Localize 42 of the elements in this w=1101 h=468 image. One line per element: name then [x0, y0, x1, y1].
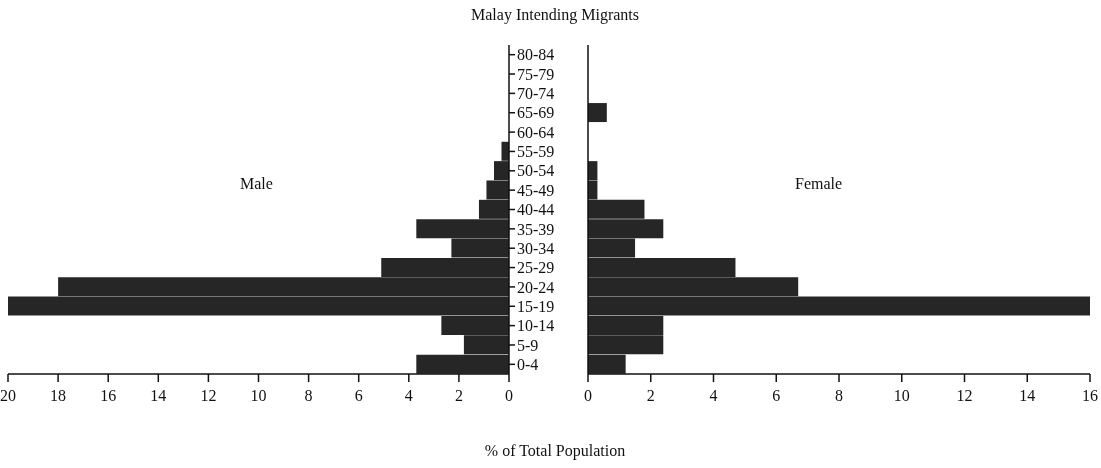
x-tick-label: 6	[772, 387, 781, 405]
x-tick-label: 4	[709, 387, 718, 405]
x-tick-label: 2	[454, 387, 463, 405]
text: Malay Intending Migrants	[470, 6, 640, 24]
text: Male	[240, 175, 273, 193]
y-tick-label: 60-64	[517, 123, 555, 141]
y-tick-label: 65-69	[517, 104, 555, 122]
y-tick-label: 70-74	[517, 85, 555, 103]
x-tick-label: 10	[893, 387, 910, 405]
y-tick-label: 45-49	[517, 181, 555, 199]
x-tick-label: 18	[50, 387, 67, 405]
y-tick-label: 5-9	[517, 336, 539, 354]
x-tick-label: 10	[250, 387, 267, 405]
x-axis-title: % of Total Population	[483, 442, 627, 460]
x-tick-label: 8	[835, 387, 843, 405]
x-tick-label: 6	[354, 387, 363, 405]
y-tick-label: 10-14	[517, 317, 555, 335]
x-tick-label: 12	[956, 387, 973, 405]
x-tick-label: 16	[1082, 387, 1098, 405]
x-tick-label: 14	[1019, 387, 1036, 405]
y-tick-label: 80-84	[517, 46, 555, 64]
y-tick-label: 35-39	[517, 220, 555, 238]
x-tick-label: 0	[584, 387, 592, 405]
y-tick-label: 40-44	[517, 201, 555, 219]
x-tick-label: 14	[150, 387, 167, 405]
x-tick-label: 4	[404, 387, 413, 405]
y-tick-label: 30-34	[517, 239, 555, 257]
x-tick-label: 12	[200, 387, 217, 405]
y-tick-label: 20-24	[517, 278, 555, 296]
text: Female	[795, 175, 843, 193]
y-tick-label: 50-54	[517, 162, 555, 180]
x-tick-label: 0	[505, 387, 513, 405]
y-tick-label: 0-4	[517, 356, 539, 373]
x-tick-label: 20	[0, 387, 16, 405]
x-tick-label: 8	[304, 387, 313, 405]
y-tick-label: 75-79	[517, 65, 555, 83]
y-tick-label: 55-59	[517, 143, 555, 161]
y-tick-label: 25-29	[517, 259, 555, 277]
x-tick-label: 2	[646, 387, 655, 405]
x-tick-label: 16	[100, 387, 117, 405]
bar	[588, 103, 607, 123]
y-tick-label: 15-19	[517, 297, 555, 315]
